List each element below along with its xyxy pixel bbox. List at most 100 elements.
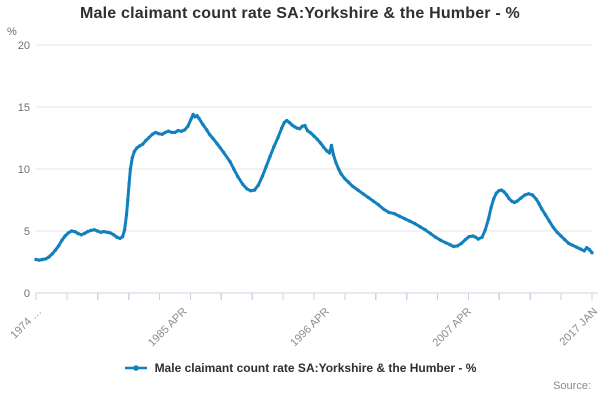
series-point [526, 192, 531, 196]
series-point [160, 132, 164, 136]
series-point [153, 130, 158, 135]
series-point [451, 244, 456, 249]
series-point [195, 114, 199, 118]
series-point [534, 197, 539, 202]
series-point [144, 138, 148, 143]
series-point [329, 143, 334, 148]
x-tick-label: 1974 … [8, 306, 44, 342]
series-point [99, 230, 103, 234]
series-point [66, 231, 71, 235]
series-point [56, 244, 61, 248]
series-point [163, 130, 167, 135]
series-point [455, 244, 460, 248]
series-point [397, 214, 401, 218]
series-point [197, 116, 201, 120]
series-point [515, 199, 519, 203]
series-point [40, 257, 45, 262]
legend[interactable]: Male claimant count rate SA:Yorkshire & … [0, 361, 600, 375]
y-tick-label: 0 [24, 288, 30, 300]
series-point [473, 235, 478, 239]
legend-line-marker-icon [124, 365, 147, 371]
series-point [492, 197, 496, 201]
series-point [292, 125, 297, 129]
series-point [483, 228, 487, 232]
series-point [282, 120, 286, 125]
series-point [351, 184, 355, 189]
series-point [423, 228, 427, 232]
series-point [122, 228, 127, 232]
series-point [211, 136, 215, 141]
series-line[interactable] [34, 112, 594, 262]
series-point [334, 161, 338, 165]
series-point [444, 241, 448, 245]
series-point [118, 236, 122, 241]
series-point [34, 257, 38, 262]
series-point [89, 228, 93, 233]
series-point [418, 225, 422, 229]
series-point [413, 221, 417, 226]
series-point [170, 130, 174, 135]
source-label: Source: [553, 380, 591, 392]
series-point [408, 219, 412, 223]
series-point [512, 200, 517, 205]
series-point [285, 118, 289, 123]
series-point [183, 128, 187, 132]
series-point [108, 231, 113, 235]
series-point [157, 132, 161, 136]
series-point [173, 130, 177, 135]
series-point [480, 235, 484, 239]
series-point [582, 249, 586, 253]
series-point [392, 211, 396, 216]
series-point [221, 150, 226, 154]
series-point [563, 238, 567, 242]
series-point [590, 251, 594, 255]
series-point [510, 199, 514, 203]
series-point [547, 219, 551, 223]
x-tick-label: 2017 JAN [557, 306, 600, 349]
series-point [245, 187, 249, 191]
series-point [201, 122, 205, 127]
series-point [325, 149, 329, 153]
series-point [179, 129, 184, 133]
series-point [50, 252, 54, 256]
series-point [53, 248, 58, 252]
series-point [433, 235, 438, 239]
series-point [578, 247, 583, 251]
series-point [318, 141, 323, 145]
series-point [248, 189, 253, 193]
series-point [205, 128, 209, 132]
series-point [305, 128, 310, 133]
series-point [115, 235, 119, 239]
series-point [467, 234, 471, 239]
series-point [519, 196, 523, 200]
series-point [507, 197, 511, 201]
series-point [37, 258, 41, 262]
series-point [539, 207, 544, 211]
series-point [523, 193, 527, 197]
series-point [543, 213, 548, 217]
series-point [176, 128, 180, 133]
series-point [92, 228, 96, 232]
series-point [331, 153, 336, 157]
y-tick-label: 5 [24, 226, 30, 238]
series-point [428, 231, 433, 236]
series-point [208, 133, 212, 137]
series-point [502, 190, 506, 194]
series-point [124, 213, 129, 217]
series-point [361, 192, 365, 196]
series-point [95, 229, 100, 233]
series-point [69, 229, 74, 233]
series-point [236, 174, 240, 179]
series-point [570, 243, 575, 247]
legend-label: Male claimant count rate SA:Yorkshire & … [154, 361, 477, 375]
series-point [137, 144, 142, 148]
series-point [264, 164, 268, 169]
series-point [218, 146, 222, 150]
series-point [471, 234, 475, 238]
series-point [371, 199, 376, 203]
series-point [166, 129, 171, 133]
series-point [147, 135, 151, 140]
series-point [82, 231, 87, 236]
series-point [347, 180, 351, 185]
